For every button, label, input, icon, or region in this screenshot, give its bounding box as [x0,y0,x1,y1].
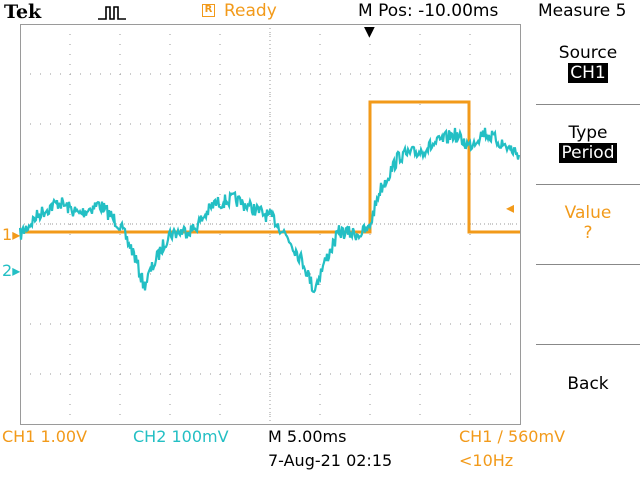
horizontal-position: M Pos: -10.00ms [358,1,499,21]
menu-divider [536,184,640,185]
acquisition-status: Ready [224,1,277,21]
source-value: CH1 [568,63,608,83]
type-label: Type [568,123,608,143]
source-label: Source [558,43,618,63]
menu-back-button[interactable]: Back [536,374,640,394]
menu-divider [536,264,640,265]
back-label: Back [567,374,609,394]
ch1-marker[interactable]: 1▸ [2,226,20,244]
timebase[interactable]: M 5.00ms [268,427,347,446]
value-label: Value [564,203,612,223]
menu-value-button[interactable]: Value ? [536,203,640,243]
value-readout: ? [583,223,593,243]
ch1-scale[interactable]: CH1 1.00V [2,427,88,446]
menu-empty-slot[interactable] [536,283,640,343]
trigger-readout[interactable]: CH1 ∕ 560mV [459,427,566,446]
menu-divider [536,104,640,105]
ch2-marker[interactable]: 2▸ [2,262,20,280]
graticule-grid [20,24,521,425]
brand-logo: Tek [4,1,42,23]
menu-divider [536,344,640,345]
type-value: Period [559,143,617,163]
acquisition-state-icon: R [202,4,215,17]
traces [19,100,521,294]
menu-title: Measure 5 [538,1,627,21]
date-time: 7-Aug-21 02:15 [268,451,393,470]
trigger-level-icon: ◂ [506,198,515,217]
arrow-right-icon: ▸ [12,225,21,244]
trigger-frequency: <10Hz [459,451,514,470]
pulse-trigger-icon [98,4,128,26]
ch2-marker-label: 2 [2,261,13,280]
ch2-trace [19,127,521,294]
menu-type-button[interactable]: Type Period [536,123,640,163]
waveform-display [19,24,521,425]
menu-source-button[interactable]: Source CH1 [536,43,640,83]
trigger-position-icon: ▼ [364,24,375,40]
ch1-trace [20,100,520,234]
ch1-marker-label: 1 [2,225,13,244]
ch2-scale[interactable]: CH2 100mV [133,427,229,446]
arrow-right-icon: ▸ [12,261,21,280]
